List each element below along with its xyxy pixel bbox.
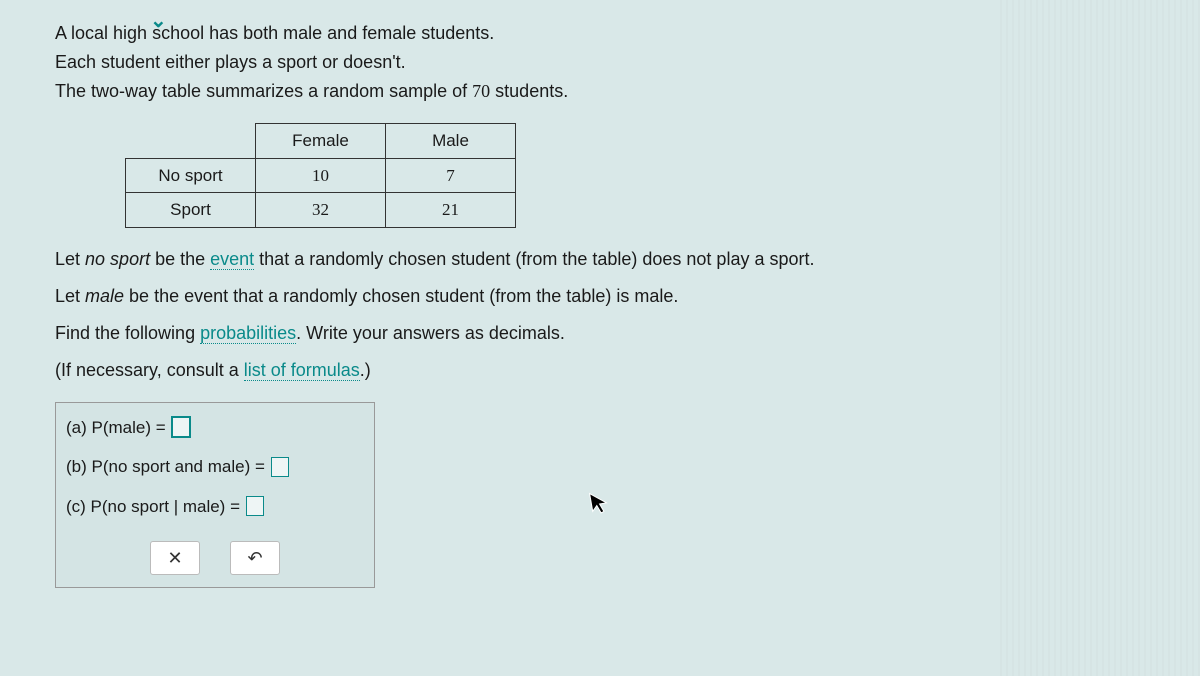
col-header-male: Male xyxy=(386,124,516,159)
txt: Let xyxy=(55,286,85,306)
button-row: ✕ ↶ xyxy=(66,533,364,587)
let-nosport-line: Let no sport be the event that a randoml… xyxy=(55,246,1145,273)
intro-text: A local high school has both male and fe… xyxy=(55,20,1145,105)
answer-c-label: (c) P(no sport | male) = xyxy=(66,494,240,520)
sample-size: 70 xyxy=(472,81,490,101)
answer-a-input[interactable] xyxy=(172,417,190,437)
cell-sport-female: 32 xyxy=(256,193,386,228)
intro-line-3a: The two-way table summarizes a random sa… xyxy=(55,81,472,101)
clear-button[interactable]: ✕ xyxy=(150,541,200,575)
txt: Let xyxy=(55,249,85,269)
txt: that a randomly chosen student (from the… xyxy=(254,249,814,269)
link-probabilities[interactable]: probabilities xyxy=(200,323,296,344)
answer-b-row: (b) P(no sport and male) = xyxy=(66,454,364,480)
answer-c-input[interactable] xyxy=(246,496,264,516)
link-formulas[interactable]: list of formulas xyxy=(244,360,360,381)
link-event[interactable]: event xyxy=(210,249,254,270)
answer-a-row: (a) P(male) = xyxy=(66,415,364,441)
intro-line-3b: students. xyxy=(490,81,568,101)
cell-nosport-female: 10 xyxy=(256,158,386,193)
body-text: Let no sport be the event that a randoml… xyxy=(55,246,1145,384)
intro-line-1: A local high school has both male and fe… xyxy=(55,20,1145,47)
table-row: Sport 32 21 xyxy=(126,193,516,228)
txt: be the xyxy=(150,249,210,269)
italic-male: male xyxy=(85,286,124,306)
txt: .) xyxy=(360,360,371,380)
answer-c-row: (c) P(no sport | male) = xyxy=(66,494,364,520)
txt: Find the following xyxy=(55,323,200,343)
row-header-sport: Sport xyxy=(126,193,256,228)
italic-nosport: no sport xyxy=(85,249,150,269)
col-header-female: Female xyxy=(256,124,386,159)
answer-card: (a) P(male) = (b) P(no sport and male) =… xyxy=(55,402,375,589)
cell-nosport-male: 7 xyxy=(386,158,516,193)
row-header-nosport: No sport xyxy=(126,158,256,193)
table-header-row: Female Male xyxy=(126,124,516,159)
txt: . Write your answers as decimals. xyxy=(296,323,565,343)
answer-a-label: (a) P(male) = xyxy=(66,415,166,441)
x-icon: ✕ xyxy=(167,545,182,572)
chevron-down-icon[interactable]: ⌄ xyxy=(150,8,167,33)
table-row: No sport 10 7 xyxy=(126,158,516,193)
cell-sport-male: 21 xyxy=(386,193,516,228)
intro-line-3: The two-way table summarizes a random sa… xyxy=(55,78,1145,105)
reset-button[interactable]: ↶ xyxy=(230,541,280,575)
undo-icon: ↶ xyxy=(247,545,262,572)
txt: be the event that a randomly chosen stud… xyxy=(124,286,678,306)
let-male-line: Let male be the event that a randomly ch… xyxy=(55,283,1145,310)
two-way-table: Female Male No sport 10 7 Sport 32 21 xyxy=(125,123,516,228)
answer-b-input[interactable] xyxy=(271,457,289,477)
answer-b-label: (b) P(no sport and male) = xyxy=(66,454,265,480)
intro-line-2: Each student either plays a sport or doe… xyxy=(55,49,1145,76)
txt: (If necessary, consult a xyxy=(55,360,244,380)
find-line: Find the following probabilities. Write … xyxy=(55,320,1145,347)
formulas-line: (If necessary, consult a list of formula… xyxy=(55,357,1145,384)
table-corner xyxy=(126,124,256,159)
